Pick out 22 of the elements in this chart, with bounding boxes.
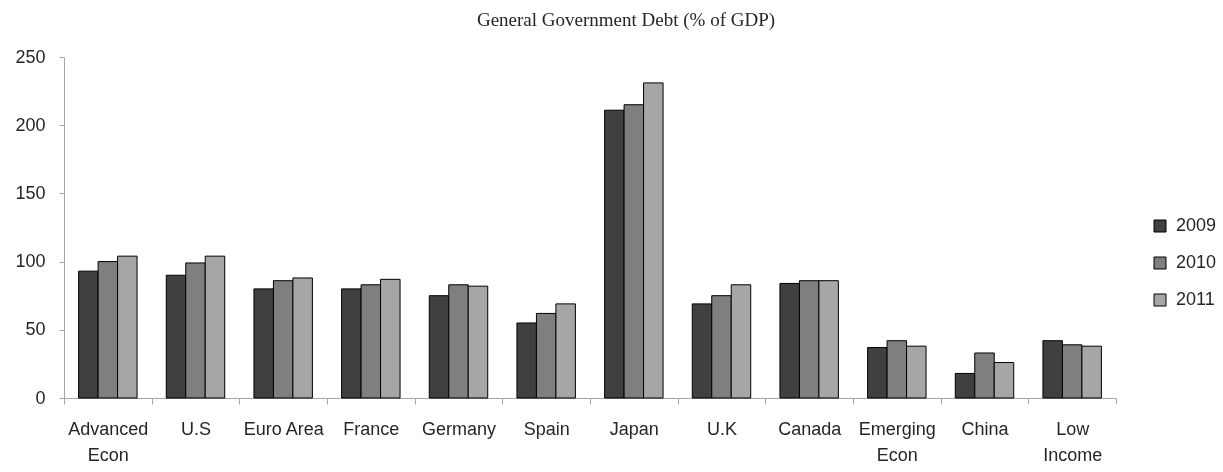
x-tick-label: China xyxy=(961,418,1010,439)
y-tick-label: 0 xyxy=(35,387,46,408)
x-tick-label: Spain xyxy=(523,418,570,439)
y-tick-label: 200 xyxy=(15,114,46,135)
legend-label: 2010 xyxy=(1176,252,1217,272)
x-tick-label: Emerging Econ xyxy=(858,418,936,465)
y-tick-label: 50 xyxy=(25,319,46,340)
legend-label: 2009 xyxy=(1176,215,1217,235)
x-tick-label: U.S xyxy=(180,418,212,439)
x-tick-label: Euro Area xyxy=(243,418,325,439)
x-tick-label: France xyxy=(343,418,400,439)
y-tick-label: 100 xyxy=(15,251,46,272)
chart-title: General Government Debt (% of GDP) xyxy=(476,9,776,31)
x-tick-label: Japan xyxy=(609,418,659,439)
legend-label: 2011 xyxy=(1176,289,1215,309)
x-tick-label: Low Income xyxy=(1043,418,1103,465)
x-tick-label: U.K xyxy=(706,418,738,439)
x-tick-label: Advanced Econ xyxy=(68,418,149,465)
x-tick-label: Germany xyxy=(421,418,497,439)
y-tick-label: 150 xyxy=(15,182,46,203)
x-tick-label: Canada xyxy=(778,418,843,439)
y-tick-label: 250 xyxy=(15,46,46,67)
